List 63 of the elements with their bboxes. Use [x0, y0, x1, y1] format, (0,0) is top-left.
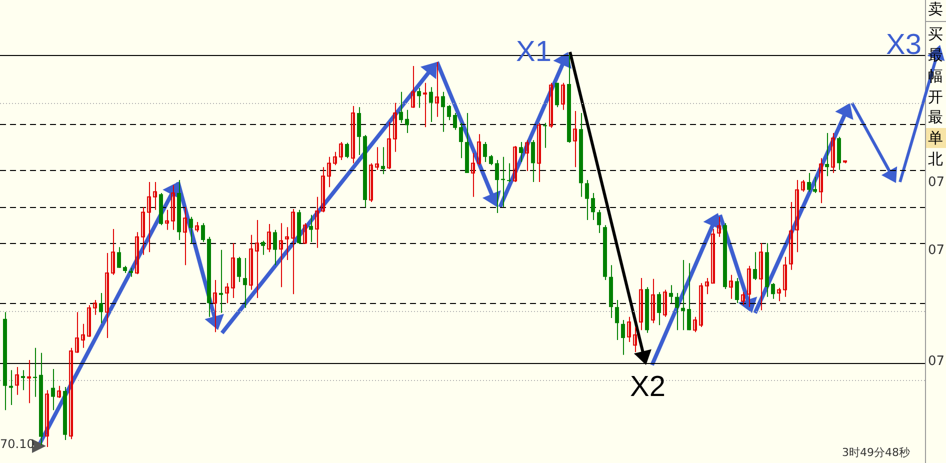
- annotation: 3时49分48秒: [842, 446, 910, 459]
- candlestick: [591, 192, 595, 221]
- candlestick: [129, 267, 133, 278]
- candlestick: [555, 82, 559, 108]
- text: 07: [928, 354, 945, 369]
- candlestick: [273, 229, 277, 266]
- text: 开: [928, 88, 943, 106]
- candlestick: [507, 162, 511, 183]
- candlestick: [309, 214, 313, 242]
- candlestick: [489, 154, 493, 166]
- candlestick: [753, 252, 757, 281]
- candlestick: [417, 87, 421, 108]
- text: 单: [928, 129, 943, 147]
- annotation: X2: [630, 371, 666, 403]
- candlestick: [495, 160, 499, 214]
- candlestick: [483, 142, 487, 163]
- text: 最: [928, 108, 943, 126]
- candlestick: [345, 142, 349, 159]
- candlestick: [261, 240, 265, 256]
- candlestick: [117, 246, 121, 268]
- candlestick: [99, 292, 103, 324]
- candlestick: [429, 86, 433, 123]
- candlestick: [399, 91, 403, 124]
- text: 卖: [928, 0, 943, 18]
- candlestick: [243, 258, 247, 308]
- candlestick: [237, 256, 241, 282]
- annotation: 70.10: [0, 437, 34, 451]
- candlestick: [441, 91, 445, 132]
- candlestick: [447, 104, 451, 121]
- text: 买: [928, 25, 943, 43]
- candlestick: [519, 142, 523, 163]
- candlestick: [771, 282, 775, 300]
- text: 最: [928, 46, 943, 64]
- candlestick: [657, 292, 661, 326]
- candlestick: [453, 112, 457, 130]
- candlestick: [813, 176, 817, 194]
- candlestick: [597, 209, 601, 234]
- candlestick: [21, 370, 25, 391]
- candlestick: [807, 172, 811, 192]
- candlestick: [531, 140, 535, 183]
- candlestick: [543, 122, 547, 148]
- candlestick: [615, 300, 619, 340]
- candlestick: [621, 319, 625, 356]
- candlestick: [687, 262, 691, 331]
- candlestick: [201, 222, 205, 242]
- candlestick: [405, 109, 409, 134]
- text: 07: [928, 243, 945, 258]
- candlestick: [735, 278, 739, 304]
- candlestick: [459, 122, 463, 159]
- candlestick: [357, 106, 361, 156]
- candlestick: [825, 132, 829, 177]
- candlestick: [681, 260, 685, 331]
- candlestick: [585, 180, 589, 221]
- candlestick: [189, 216, 193, 244]
- candlestick: [9, 370, 13, 406]
- candlestick: [669, 284, 673, 304]
- text: X3: [886, 29, 922, 61]
- text: 北: [928, 150, 943, 168]
- candlestick: [51, 368, 55, 411]
- candlestick: [219, 249, 223, 314]
- candlestick: [381, 146, 385, 175]
- candlestick: [675, 292, 679, 331]
- text: 07: [928, 175, 945, 190]
